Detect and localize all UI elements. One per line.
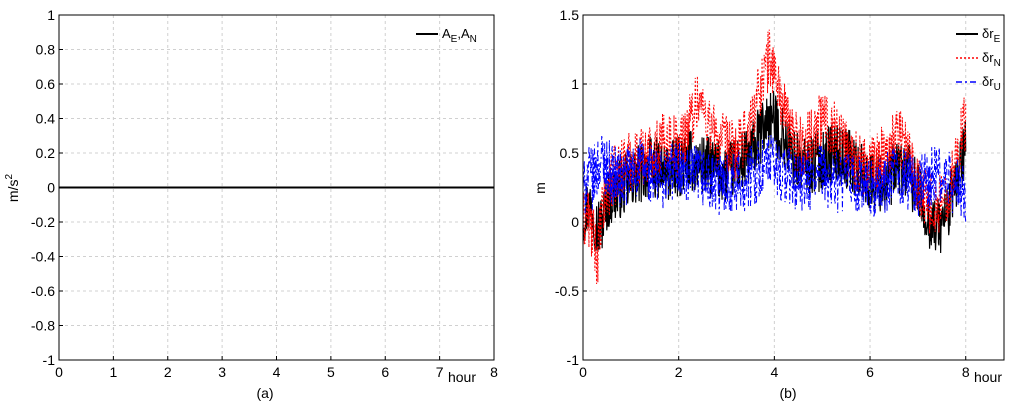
legend: AE,AN bbox=[416, 26, 477, 45]
x-tick-label: 7 bbox=[436, 364, 444, 380]
x-tick-label: 2 bbox=[164, 364, 172, 380]
y-tick-label: -0.4 bbox=[31, 249, 55, 265]
x-tick-label: 2 bbox=[675, 364, 683, 380]
y-tick-label: 0.8 bbox=[36, 42, 56, 58]
y-tick-label: 0.2 bbox=[36, 145, 56, 161]
y-tick-label: -1 bbox=[43, 352, 56, 368]
y-tick-label: -0.5 bbox=[555, 283, 579, 299]
x-tick-label: 0 bbox=[579, 364, 587, 380]
y-tick-label: -1 bbox=[567, 352, 580, 368]
x-tick-label: 0 bbox=[55, 364, 63, 380]
series-line-r-n bbox=[582, 29, 967, 284]
y-tick-label: -0.2 bbox=[31, 214, 55, 230]
y-tick-label: 0 bbox=[571, 214, 579, 230]
x-tick-label: 5 bbox=[327, 364, 335, 380]
legend-label-r-n: δrN bbox=[982, 50, 1001, 69]
x-tick-label: 8 bbox=[962, 364, 970, 380]
x-tick-label: 6 bbox=[381, 364, 389, 380]
x-tick-label: 3 bbox=[218, 364, 226, 380]
chart-panel-a: 0 1 2 3 4 5 6 7 8 -1 -0.8 -0.6 -0.4 -0.2 0 0.2 0.4 0.6 0.8… bbox=[4, 7, 498, 401]
x-axis-label: hour bbox=[448, 369, 476, 385]
x-tick-label: 4 bbox=[273, 364, 281, 380]
y-tick-label: 0 bbox=[47, 180, 55, 196]
axes-frame bbox=[582, 14, 1005, 361]
y-tick-label: 1 bbox=[47, 7, 55, 23]
series-line-r-u bbox=[582, 134, 967, 222]
y-tick-label: 0.6 bbox=[36, 76, 56, 92]
y-axis-label: m bbox=[532, 182, 548, 194]
y-tick-label: 0.4 bbox=[36, 111, 56, 127]
y-tick-label: 0.5 bbox=[560, 145, 580, 161]
panel-label: (b) bbox=[779, 385, 796, 401]
y-axis-label: m/s2 bbox=[4, 174, 21, 203]
x-tick-label: 4 bbox=[770, 364, 778, 380]
x-axis-label: hour bbox=[974, 369, 1002, 385]
panel-label: (a) bbox=[256, 385, 273, 401]
x-tick-label: 1 bbox=[109, 364, 117, 380]
chart-panel-b: 0 2 4 6 8 -1 -0.5 0 0.5 1 1.5 hour m (b) δrE δrN δrU bbox=[532, 7, 1005, 401]
legend-label-r-u: δrU bbox=[982, 74, 1001, 93]
y-tick-label: -0.6 bbox=[31, 283, 55, 299]
y-tick-label: -0.8 bbox=[31, 318, 55, 334]
legend: δrE δrN δrU bbox=[956, 26, 1001, 93]
legend-label-a-e-a-n: AE,AN bbox=[442, 26, 477, 45]
y-tick-label: 1 bbox=[571, 76, 579, 92]
x-tick-label: 8 bbox=[490, 364, 498, 380]
x-tick-label: 6 bbox=[866, 364, 874, 380]
legend-label-r-e: δrE bbox=[982, 26, 1001, 45]
y-tick-label: 1.5 bbox=[560, 7, 580, 23]
